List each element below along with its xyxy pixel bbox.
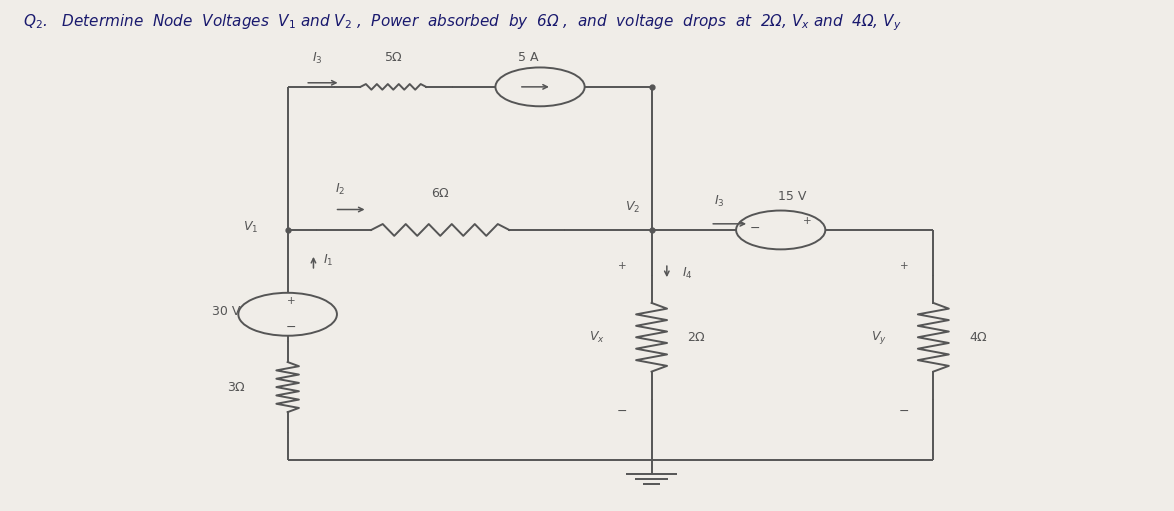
- Text: −: −: [750, 222, 760, 235]
- Text: +: +: [618, 261, 627, 271]
- Text: $V_1$: $V_1$: [243, 220, 258, 235]
- Text: $I_2$: $I_2$: [336, 181, 345, 197]
- Text: $Q_2$.   Determine  Node  Voltages  $V_1$ and $V_2$ ,  Power  absorbed  by  6Ω ,: $Q_2$. Determine Node Voltages $V_1$ and…: [23, 13, 902, 33]
- Text: 4$\Omega$: 4$\Omega$: [969, 331, 987, 344]
- Text: −: −: [899, 405, 909, 418]
- Text: $V_x$: $V_x$: [589, 330, 605, 345]
- Text: −: −: [618, 405, 627, 418]
- Text: +: +: [803, 216, 812, 226]
- Text: 30 V: 30 V: [212, 305, 241, 318]
- Text: −: −: [286, 320, 296, 334]
- Text: 2$\Omega$: 2$\Omega$: [687, 331, 706, 344]
- Text: $I_3$: $I_3$: [715, 194, 724, 210]
- Text: $I_1$: $I_1$: [323, 253, 333, 268]
- Text: $I_4$: $I_4$: [682, 266, 693, 281]
- Text: $I_3$: $I_3$: [312, 51, 322, 66]
- Text: $V_2$: $V_2$: [625, 199, 640, 215]
- Text: 3$\Omega$: 3$\Omega$: [228, 381, 247, 393]
- Text: 15 V: 15 V: [778, 190, 807, 203]
- Text: 5$\Omega$: 5$\Omega$: [384, 51, 403, 64]
- Text: +: +: [286, 296, 296, 307]
- Text: +: +: [899, 261, 909, 271]
- Text: $V_y$: $V_y$: [871, 329, 886, 346]
- Text: 6$\Omega$: 6$\Omega$: [431, 187, 450, 200]
- Text: 5 A: 5 A: [518, 51, 539, 64]
